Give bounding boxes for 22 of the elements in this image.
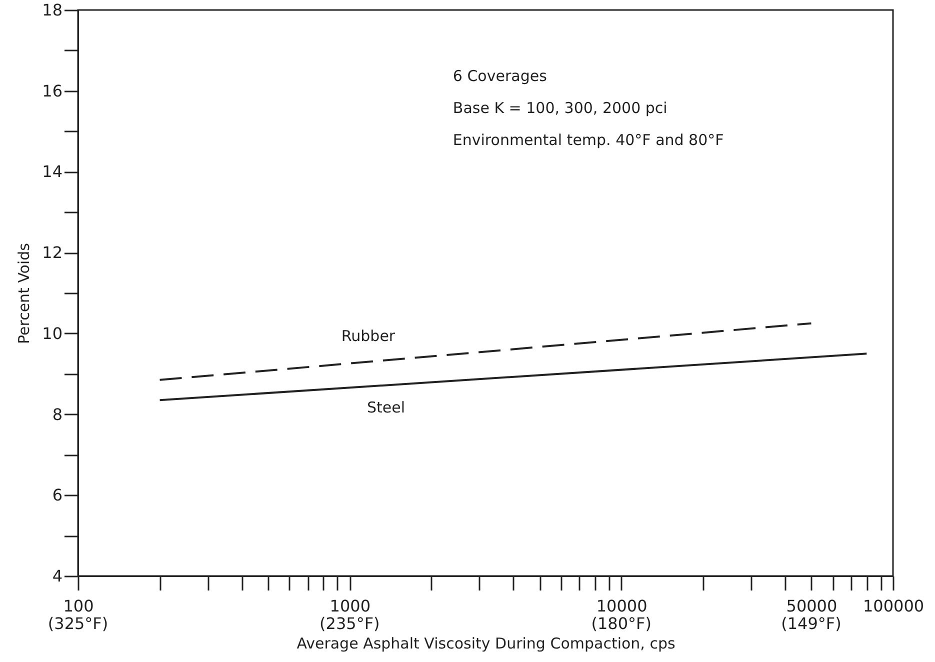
text: (325°F): [48, 614, 108, 633]
text: (235°F): [320, 614, 380, 633]
series-label: Steel: [366, 398, 405, 416]
x-axis-title: Average Asphalt Viscosity During Compaction, cps: [296, 634, 676, 652]
x-tick-label: 100: [63, 596, 94, 616]
y-axis-title: Percent Voids: [15, 242, 34, 344]
x-tick-label: 100000: [862, 596, 924, 616]
y-tick-label: 12: [42, 243, 62, 262]
series-label: Rubber: [341, 326, 396, 345]
y-tick-label: 10: [42, 324, 62, 343]
y-tick-label: 4: [52, 566, 62, 586]
y-tick-label: 14: [42, 162, 62, 182]
x-tick-label: 1000: [330, 596, 371, 616]
x-tick-label: 50000: [786, 596, 838, 616]
y-tick-label: 18: [42, 0, 62, 20]
y-tick-label: 16: [42, 81, 62, 100]
x-tick-label: 10000: [596, 596, 648, 616]
annotation: 6 Coverages Base K = 100, 300, 2000 pci Environmental temp. 40°F and 80°F: [452, 67, 724, 149]
y-tick-label: 8: [52, 404, 62, 424]
text: (149°F): [781, 614, 842, 633]
text: (180°F): [591, 614, 652, 633]
y-tick-label: 6: [52, 486, 62, 505]
